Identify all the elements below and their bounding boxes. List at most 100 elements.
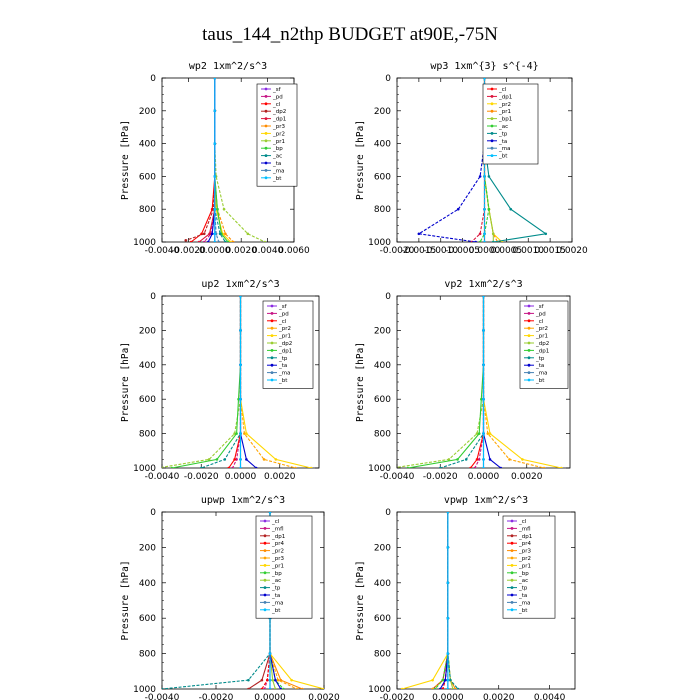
data-point [482,363,485,367]
data-point [444,678,447,682]
data-point [417,232,421,236]
y-tick-label: 800 [139,650,156,660]
legend-label: _dp1 [518,534,532,540]
legend-marker [264,161,268,165]
y-tick-label: 600 [374,395,391,405]
data-point [262,458,266,461]
data-point [260,678,264,682]
data-point [235,432,238,435]
legend-label: _bp [518,571,529,577]
legend-label: _pr1 [271,563,284,569]
panels: wp2 1xm^2/s^3 Pressure [hPa] 0 200 400 600 800… [120,61,588,700]
y-tick-label: 400 [139,140,156,150]
data-point [197,240,201,242]
legend-label: _pr2 [498,102,511,108]
data-point [245,432,248,435]
x-tick-label: 0.0015 [534,246,566,256]
data-point [233,458,236,461]
legend-label: _sf [535,304,545,310]
legend-label: _sf [272,87,282,93]
data-point [274,678,277,682]
series-line-bp [434,512,449,689]
data-point [235,458,238,461]
data-point [213,78,217,80]
legend-label: _pr2 [278,326,291,332]
x-tick-label: -0.0040 [145,472,180,482]
chart-panel-2: wp3 1xm^{3} s^{-4} Pressure [hPa] 0 200 400 6… [355,61,588,256]
chart-panel-3: up2 1xm^2/s^3 Pressure [hPa] 0 200 400 600 800… [120,279,320,482]
legend-label: _sf [278,304,288,310]
legend-label: _pr4 [518,541,532,547]
series-line-pr2 [214,78,231,242]
data-point [509,207,513,211]
x-tick-label: 0.0005 [491,246,523,256]
x-tick-label: -0.0005 [445,246,480,256]
y-tick-label: 400 [139,361,156,371]
legend-label: _ta [535,363,544,369]
legend-label: _pr1 [272,139,285,145]
legend-label: _cl [518,519,527,525]
legend-marker [490,95,494,98]
data-point [162,687,164,689]
legend-marker [263,601,267,604]
x-tick-label: 0.0040 [252,246,284,256]
data-point [266,678,269,682]
data-point [482,397,485,401]
series-line-pr1 [401,512,449,689]
series-group [162,296,313,468]
legend-marker [264,87,268,91]
legend-marker [510,556,514,560]
data-point [239,432,242,435]
legend-marker [527,312,531,315]
data-point [447,458,451,461]
data-point [202,240,206,242]
legend-marker [264,132,268,135]
data-point [237,397,240,401]
legend-label: _cl [498,87,507,93]
legend-label: _bp [272,146,283,152]
legend-marker [527,334,531,337]
legend-label: _ta [271,593,280,599]
y-tick-label: 800 [374,205,391,215]
legend-label: _pr1 [278,334,291,340]
data-point [268,687,272,689]
legend-label: _ac [272,154,282,160]
legend-marker [510,534,514,538]
data-point [486,432,490,435]
legend-marker [490,109,494,113]
legend-label: _ta [272,161,281,167]
data-point [223,458,227,461]
data-point [217,240,221,242]
legend-marker [264,154,268,158]
legend-label: _bt [271,608,281,614]
data-point [213,207,217,211]
legend-label: _pr2 [272,131,285,137]
legend-marker [270,349,274,352]
legend-marker [264,124,268,128]
x-tick-label: 0.0000 [199,246,231,256]
data-point [521,458,524,461]
data-point [438,687,442,689]
data-point [406,466,410,468]
y-tick-label: 1000 [133,464,156,474]
x-tick-label: 0.0000 [432,693,464,700]
y-tick-label: 0 [385,508,391,518]
data-point [202,232,206,236]
x-tick-label: 0.0000 [468,472,500,482]
series-line-pr2 [432,512,449,689]
data-point [477,432,481,435]
legend-label: _dp1 [498,94,512,100]
legend-marker [263,541,267,545]
legend-label: _pr2 [271,549,284,555]
data-point [544,232,548,236]
legend-marker [510,541,514,545]
data-point [245,458,248,461]
legend-label: _dp1 [278,348,292,354]
data-point [482,296,485,298]
x-tick-label: -0.0040 [145,246,180,256]
chart-panel-6: vpwp 1xm^2/s^3 Pressure [hPa] 0 200 400 600 80… [355,495,576,700]
series-group [397,296,563,468]
legend-label: _cl [278,319,287,325]
y-tick-label: 0 [150,292,156,302]
